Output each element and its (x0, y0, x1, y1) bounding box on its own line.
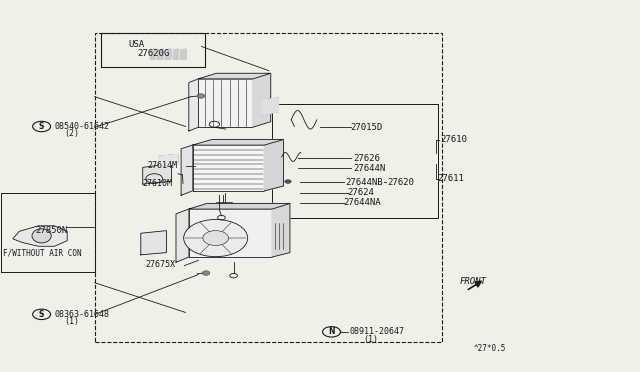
Text: 27614M: 27614M (147, 161, 177, 170)
Text: 27624: 27624 (348, 188, 374, 197)
Text: 27644NA: 27644NA (344, 198, 381, 207)
Text: N: N (328, 327, 335, 336)
Circle shape (33, 309, 51, 320)
Text: 08540-61642: 08540-61642 (54, 122, 109, 131)
Polygon shape (198, 73, 271, 79)
Text: 27015D: 27015D (351, 123, 383, 132)
Polygon shape (166, 49, 171, 60)
Text: 27644N: 27644N (353, 164, 385, 173)
Polygon shape (189, 209, 272, 257)
Text: FRONT: FRONT (460, 278, 486, 286)
Text: S: S (39, 122, 44, 131)
Polygon shape (173, 49, 179, 60)
Text: F/WITHOUT AIR CON: F/WITHOUT AIR CON (3, 248, 82, 257)
Polygon shape (181, 49, 186, 60)
Circle shape (33, 121, 51, 132)
Polygon shape (181, 145, 193, 195)
Text: 27850N: 27850N (35, 226, 67, 235)
Circle shape (285, 180, 291, 183)
Circle shape (184, 219, 248, 257)
Text: S: S (39, 310, 44, 319)
Text: 08911-20647: 08911-20647 (349, 327, 404, 336)
Circle shape (202, 271, 210, 275)
Text: 08363-61648: 08363-61648 (54, 310, 109, 319)
Polygon shape (143, 164, 172, 184)
Polygon shape (176, 209, 189, 262)
Text: 27675X: 27675X (146, 260, 176, 269)
Polygon shape (264, 140, 284, 191)
Polygon shape (272, 203, 290, 257)
Text: 27610: 27610 (440, 135, 467, 144)
Polygon shape (193, 140, 284, 145)
Circle shape (203, 231, 228, 246)
Text: ^27*0.5: ^27*0.5 (474, 344, 506, 353)
Circle shape (333, 330, 341, 334)
Text: 27626: 27626 (353, 154, 380, 163)
Polygon shape (158, 49, 163, 60)
Polygon shape (159, 154, 178, 166)
Circle shape (197, 94, 205, 98)
Circle shape (323, 327, 340, 337)
Polygon shape (141, 231, 166, 255)
Text: 27610M: 27610M (142, 179, 172, 187)
Polygon shape (13, 226, 67, 246)
Text: (2): (2) (64, 129, 79, 138)
Polygon shape (189, 79, 198, 131)
Text: 27620: 27620 (387, 178, 414, 187)
Polygon shape (262, 98, 278, 115)
Text: (1): (1) (64, 317, 79, 326)
Polygon shape (150, 49, 156, 60)
Text: 27620G: 27620G (138, 49, 170, 58)
Text: USA: USA (128, 40, 144, 49)
Ellipse shape (32, 229, 51, 243)
Polygon shape (198, 79, 253, 127)
Polygon shape (189, 203, 290, 209)
Text: (1): (1) (364, 335, 378, 344)
Polygon shape (253, 73, 271, 127)
Text: 27644NB: 27644NB (346, 178, 383, 187)
Text: 27611: 27611 (438, 174, 465, 183)
Polygon shape (193, 145, 264, 191)
